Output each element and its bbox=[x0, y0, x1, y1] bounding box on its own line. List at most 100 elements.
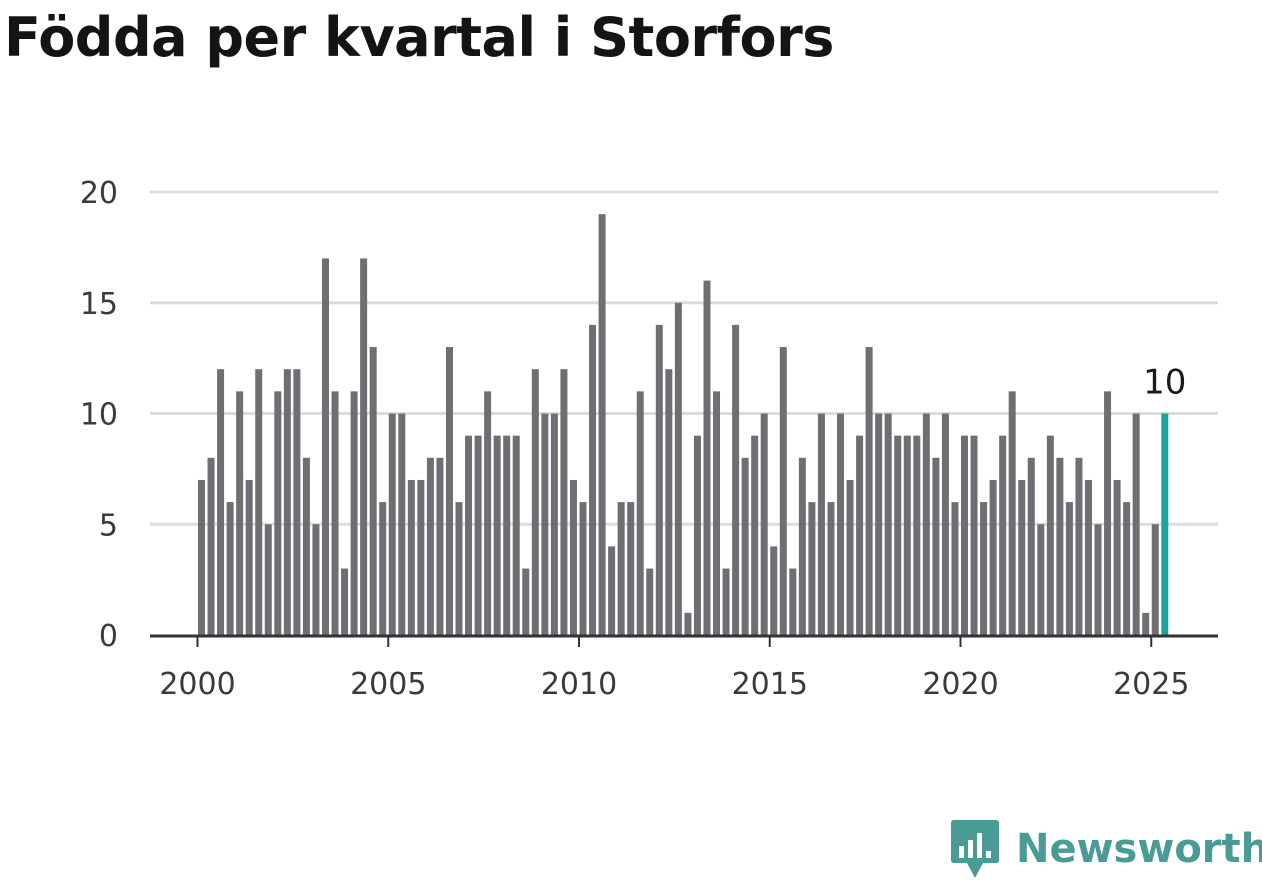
bar bbox=[1104, 391, 1112, 635]
bar bbox=[636, 391, 644, 635]
bar bbox=[770, 546, 778, 635]
bar bbox=[321, 258, 329, 635]
y-tick-label-0: 0 bbox=[99, 619, 118, 654]
bar bbox=[293, 369, 301, 635]
bar bbox=[560, 369, 568, 635]
bar bbox=[465, 435, 473, 635]
bar bbox=[579, 502, 587, 635]
x-axis-labels: 2000 2005 2010 2015 2020 2025 bbox=[159, 637, 1189, 702]
bar bbox=[350, 391, 358, 635]
bar bbox=[722, 568, 730, 635]
bar bbox=[674, 302, 682, 635]
bar bbox=[283, 369, 291, 635]
bar bbox=[703, 280, 711, 635]
y-tick-label-20: 20 bbox=[80, 176, 118, 211]
bar bbox=[951, 502, 959, 635]
bar bbox=[1151, 524, 1159, 635]
bar bbox=[1018, 479, 1026, 635]
chart-title: Födda per kvartal i Storfors bbox=[4, 6, 834, 69]
brand-name: Newsworthy bbox=[1016, 826, 1262, 872]
bar bbox=[941, 413, 949, 635]
bar bbox=[856, 435, 864, 635]
bar bbox=[903, 435, 911, 635]
bar bbox=[550, 413, 558, 635]
bar bbox=[817, 413, 825, 635]
bar bbox=[1113, 479, 1121, 635]
bar bbox=[1056, 457, 1064, 635]
bar bbox=[827, 502, 835, 635]
x-tick-label-2015: 2015 bbox=[732, 667, 808, 702]
bar bbox=[388, 413, 396, 635]
bar bbox=[751, 435, 759, 635]
bar bbox=[732, 324, 740, 635]
bar bbox=[407, 479, 415, 635]
bar bbox=[1123, 502, 1131, 635]
bar bbox=[808, 502, 816, 635]
y-tick-label-15: 15 bbox=[80, 287, 118, 322]
bar bbox=[655, 324, 663, 635]
bar bbox=[569, 479, 577, 635]
x-tick-label-2000: 2000 bbox=[159, 667, 235, 702]
bar bbox=[1046, 435, 1054, 635]
bar bbox=[875, 413, 883, 635]
bar bbox=[999, 435, 1007, 635]
bar bbox=[1037, 524, 1045, 635]
bar bbox=[989, 479, 997, 635]
bar bbox=[865, 347, 873, 635]
bar bbox=[226, 502, 234, 635]
bar bbox=[217, 369, 225, 635]
bar bbox=[341, 568, 349, 635]
x-tick-label-2005: 2005 bbox=[350, 667, 426, 702]
bar bbox=[302, 457, 310, 635]
bar bbox=[627, 502, 635, 635]
bar bbox=[846, 479, 854, 635]
bar bbox=[1132, 413, 1140, 635]
bar bbox=[608, 546, 616, 635]
bar bbox=[331, 391, 339, 635]
bar bbox=[503, 435, 511, 635]
bar bbox=[713, 391, 721, 635]
bar bbox=[1065, 502, 1073, 635]
bar bbox=[665, 369, 673, 635]
bar bbox=[369, 347, 377, 635]
data-label-last: 10 bbox=[1143, 363, 1186, 403]
x-tick-label-2025: 2025 bbox=[1113, 667, 1189, 702]
bar bbox=[1027, 457, 1035, 635]
bar bbox=[398, 413, 406, 635]
x-tick-label-2010: 2010 bbox=[541, 667, 617, 702]
bar bbox=[264, 524, 272, 635]
bar bbox=[789, 568, 797, 635]
bar bbox=[426, 457, 434, 635]
bar bbox=[236, 391, 244, 635]
bar bbox=[932, 457, 940, 635]
bar bbox=[741, 457, 749, 635]
bar bbox=[598, 214, 606, 635]
bar bbox=[884, 413, 892, 635]
bar bbox=[1094, 524, 1102, 635]
bar bbox=[474, 435, 482, 635]
bar bbox=[1008, 391, 1016, 635]
bar bbox=[617, 502, 625, 635]
bar bbox=[922, 413, 930, 635]
bar bbox=[484, 391, 492, 635]
bar bbox=[445, 347, 453, 635]
bar bbox=[455, 502, 463, 635]
bar bbox=[913, 435, 921, 635]
bar bbox=[360, 258, 368, 635]
bar bbox=[684, 612, 692, 635]
bar bbox=[1084, 479, 1092, 635]
bar bbox=[207, 457, 215, 635]
x-tick-label-2020: 2020 bbox=[922, 667, 998, 702]
bar bbox=[1075, 457, 1083, 635]
bar bbox=[646, 568, 654, 635]
bar bbox=[379, 502, 387, 635]
bar bbox=[541, 413, 549, 635]
bar bbox=[1142, 612, 1150, 635]
bar bbox=[894, 435, 902, 635]
bar bbox=[760, 413, 768, 635]
bar bbox=[255, 369, 263, 635]
newsworthy-logo: Newsworthy bbox=[950, 818, 1262, 880]
bar bbox=[312, 524, 320, 635]
bar bbox=[436, 457, 444, 635]
